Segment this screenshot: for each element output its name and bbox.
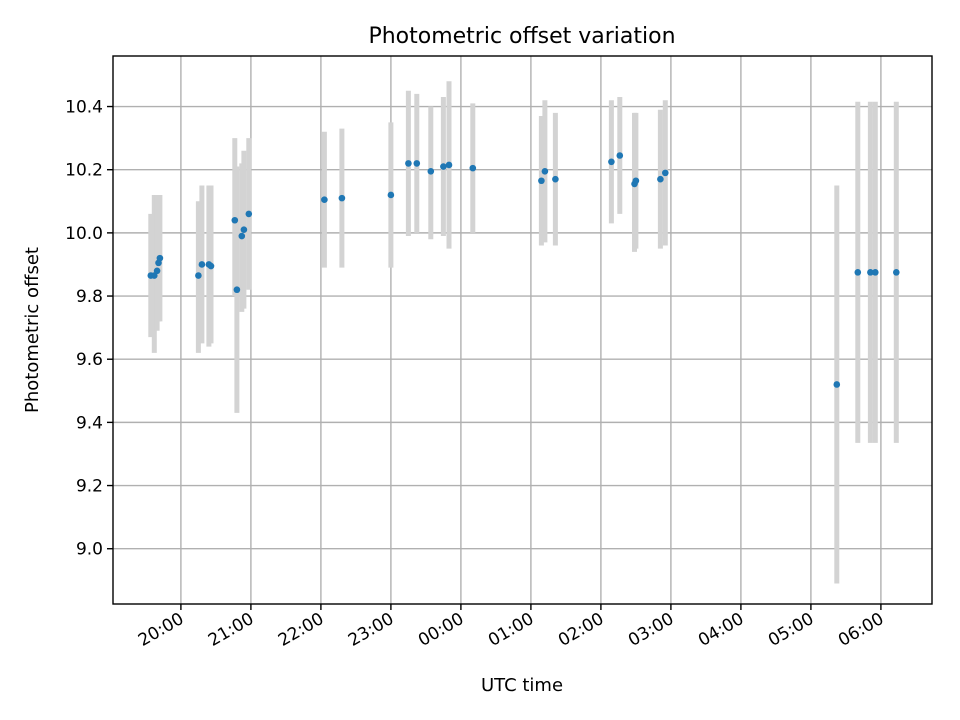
x-tick-label: 00:00: [415, 609, 467, 651]
data-point: [872, 269, 879, 276]
data-point: [427, 167, 435, 175]
y-tick-label: 9.8: [76, 287, 103, 307]
y-tick-label: 10.2: [65, 161, 103, 181]
data-point: [541, 167, 549, 175]
data-point: [893, 269, 900, 276]
x-tick-label: 03:00: [625, 609, 677, 651]
y-tick-label: 10.0: [65, 224, 103, 244]
x-tick-label: 06:00: [835, 609, 887, 651]
data-point: [238, 232, 246, 240]
data-point: [231, 216, 239, 224]
data-point: [445, 161, 453, 169]
data-point: [662, 169, 669, 177]
x-tick-label: 22:00: [275, 609, 327, 651]
error-bars: [148, 81, 899, 584]
data-point: [405, 160, 412, 167]
data-point: [867, 269, 874, 276]
data-point: [240, 226, 248, 234]
data-point: [632, 177, 640, 185]
y-tick-label: 9.4: [76, 413, 103, 433]
data-point: [387, 191, 395, 199]
x-axis-label: UTC time: [481, 675, 563, 696]
data-point: [608, 158, 615, 166]
data-point: [198, 261, 206, 268]
x-tick-label: 01:00: [485, 609, 537, 651]
data-point: [233, 286, 241, 294]
grid-lines: [113, 56, 932, 604]
chart-title: Photometric offset variation: [368, 24, 675, 49]
x-tick-label: 04:00: [695, 609, 747, 651]
x-tick-label: 02:00: [555, 609, 607, 651]
y-tick-label: 9.6: [76, 350, 103, 370]
data-point: [321, 196, 328, 204]
y-axis-label: Photometric offset: [22, 247, 43, 413]
y-axis: 9.0 9.2 9.4 9.6 9.8 10.0 10.2 10.4: [65, 98, 113, 560]
data-point: [153, 267, 161, 275]
y-tick-label: 9.2: [76, 477, 103, 497]
x-tick-label: 21:00: [205, 609, 257, 651]
data-point: [616, 152, 624, 159]
data-point: [538, 177, 545, 185]
plot-frame: [112, 55, 933, 605]
data-point: [854, 269, 862, 276]
data-point: [413, 160, 421, 167]
y-tick-label: 9.0: [76, 540, 103, 560]
y-tick-label: 10.4: [65, 98, 103, 118]
data-point: [207, 262, 215, 270]
x-tick-label: 05:00: [765, 609, 817, 651]
x-axis: 20:00 21:00 22:00 23:00 00:00 01:00 02:00 03:00…: [135, 604, 887, 651]
x-tick-label: 20:00: [135, 609, 187, 651]
data-point: [338, 194, 346, 202]
data-point: [552, 175, 559, 183]
x-tick-label: 23:00: [345, 609, 397, 651]
data-point: [469, 164, 477, 172]
data-point: [440, 163, 447, 170]
data-points: [147, 152, 900, 388]
data-point: [657, 175, 664, 183]
data-point: [245, 210, 253, 218]
data-point: [156, 254, 164, 262]
data-point: [833, 381, 841, 388]
data-point: [195, 272, 202, 279]
